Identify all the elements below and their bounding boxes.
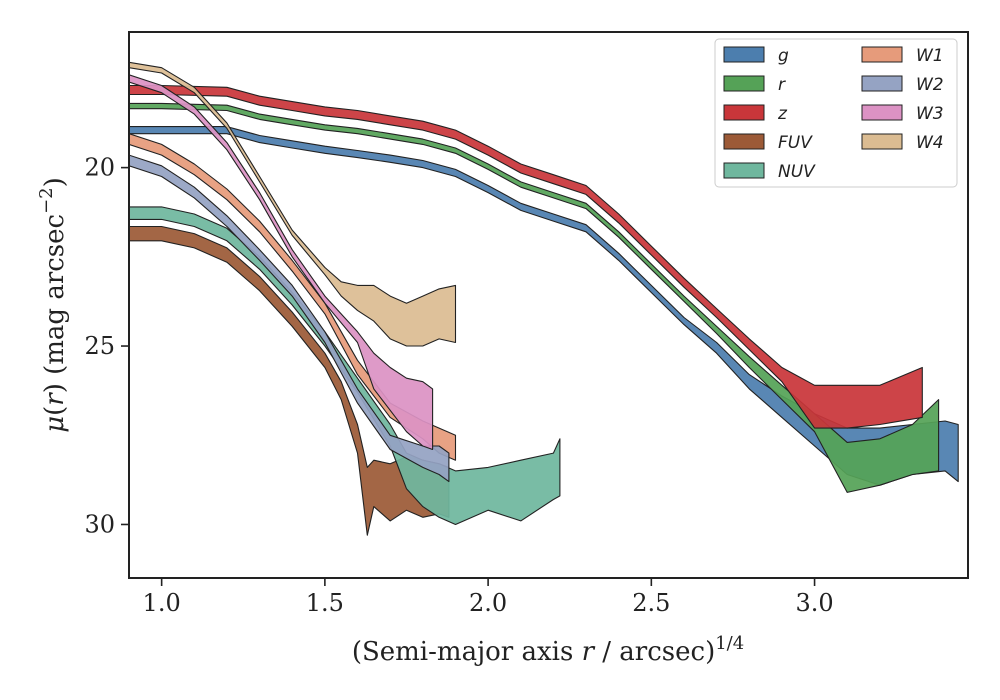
y-axis: 20 25 30: [84, 154, 129, 538]
legend-label-g: g: [778, 46, 789, 66]
y-tick-label: 30: [84, 510, 115, 538]
band-w3: [129, 74, 434, 451]
legend-swatch-w3: [861, 104, 903, 121]
legend-label-w3: W3: [916, 104, 944, 124]
x-tick-label: 2.5: [632, 589, 670, 617]
legend-swatch-w2: [861, 75, 903, 92]
x-tick-label: 3.0: [795, 589, 833, 617]
x-tick-label: 1.0: [143, 589, 181, 617]
band-w4: [129, 61, 457, 347]
legend-swatch-w1: [861, 46, 903, 63]
x-axis: 1.0 1.5 2.0 2.5 3.0: [143, 578, 834, 617]
legend-swatch-nuv: [723, 162, 765, 179]
band-z: [129, 84, 923, 429]
legend-swatch-z: [723, 104, 765, 121]
legend-label-fuv: FUV: [778, 133, 813, 153]
x-tick-label: 1.5: [306, 589, 344, 617]
y-axis-label: μ(r) (mag arcsec−2): [36, 177, 70, 433]
legend-swatch-r: [723, 75, 765, 92]
legend-label-w1: W1: [916, 46, 944, 66]
x-axis-label: (Semi-major axis r / arcsec)1/4: [352, 633, 744, 667]
band-r: [129, 102, 940, 493]
y-tick-label: 25: [84, 332, 115, 360]
legend-swatch-w4: [861, 133, 903, 150]
legend-label-w2: W2: [916, 75, 944, 95]
legend-label-w4: W4: [916, 133, 944, 153]
plot-frame: [128, 31, 969, 579]
legend: grz FUV NUV W1 W2 W3 W4: [714, 38, 958, 188]
legend-label-nuv: NUV: [778, 162, 816, 182]
legend-label-z: z: [777, 104, 788, 124]
legend-swatch-g: [723, 46, 765, 63]
plot-area: [129, 61, 959, 536]
x-tick-label: 2.0: [469, 589, 507, 617]
y-tick-label: 20: [84, 154, 115, 182]
legend-label-r: r: [778, 75, 786, 95]
band-w2: [129, 154, 450, 483]
legend-swatch-fuv: [723, 133, 765, 150]
